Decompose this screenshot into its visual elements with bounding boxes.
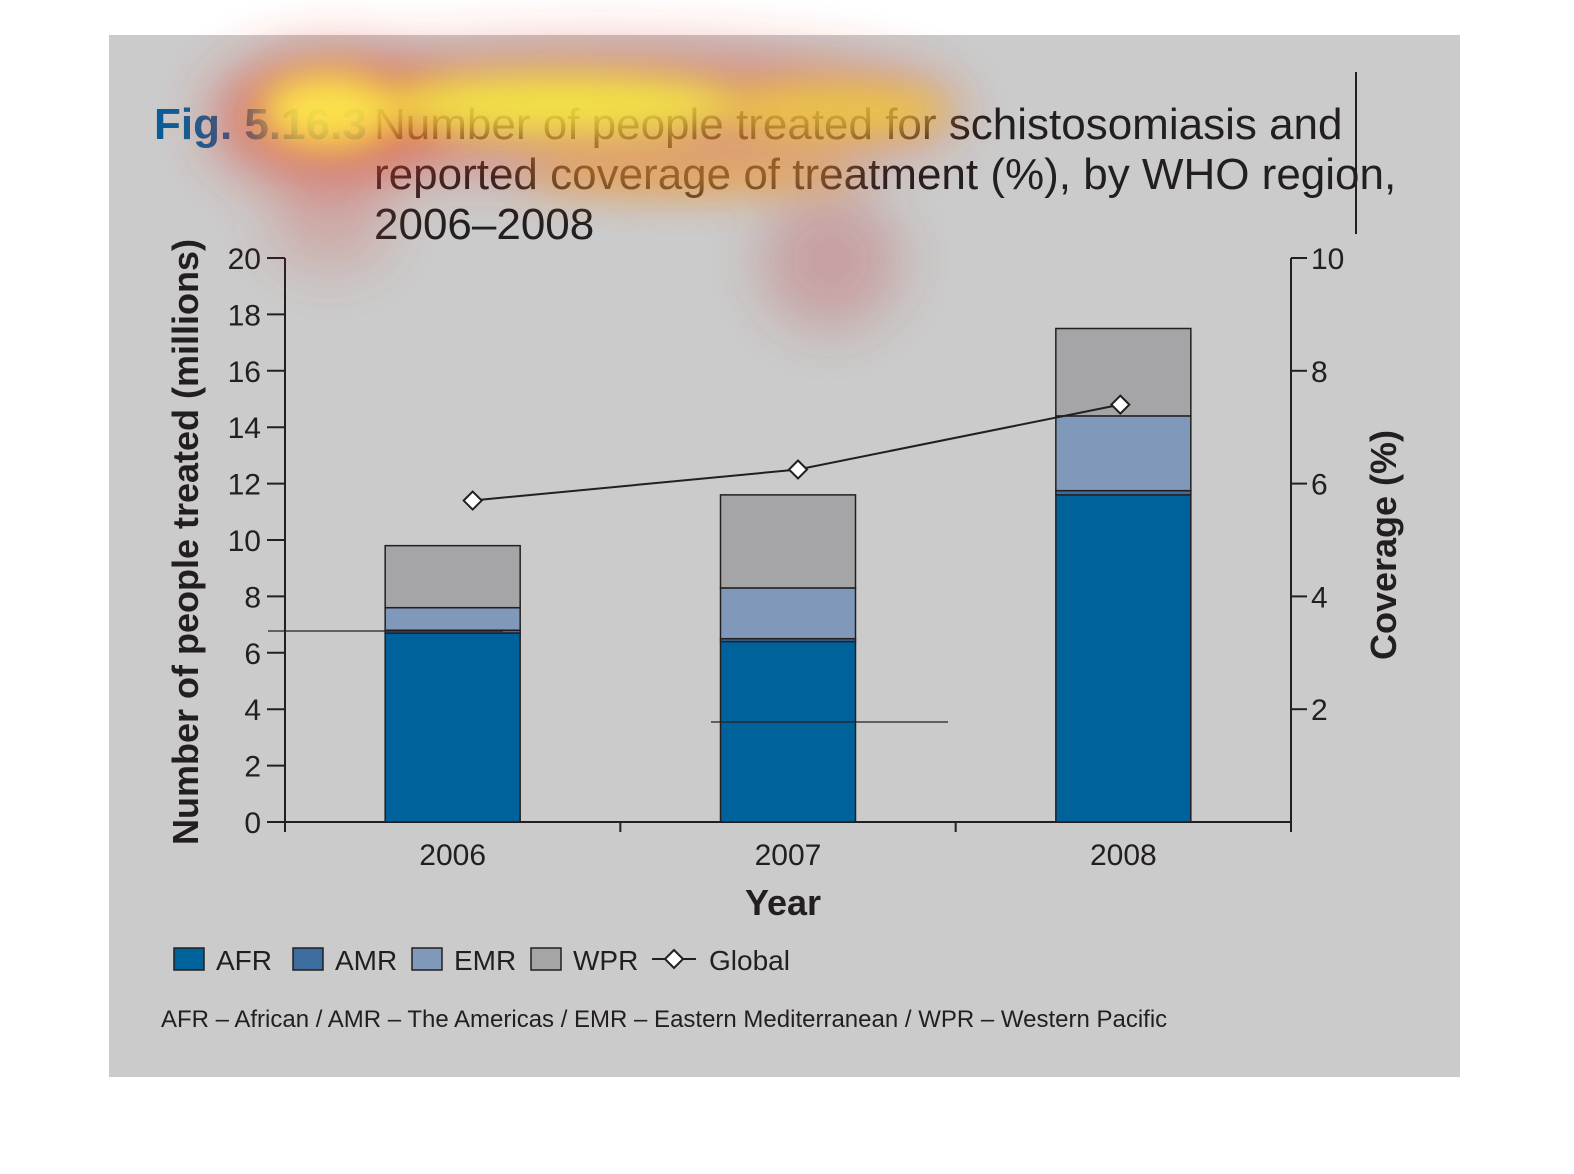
left-y-tick-label: 6	[244, 638, 261, 671]
global-point-2007	[787, 459, 809, 480]
bar-afr-2008	[1055, 494, 1192, 823]
legend-label-afr: AFR	[216, 945, 272, 976]
legend-swatch-afr	[173, 947, 205, 971]
region-footnote: AFR – African / AMR – The Americas / EMR…	[161, 1006, 1168, 1033]
y-axis-title: Number of people treated (millions)	[165, 239, 206, 845]
right-y-tick-label: 2	[1311, 694, 1328, 727]
left-y-tick-label: 12	[228, 469, 261, 502]
figure-title-line-3: 2006–2008	[374, 200, 595, 249]
y2-axis-title: Coverage (%)	[1363, 430, 1404, 660]
left-y-tick-label: 20	[228, 243, 261, 276]
x-tick-label-2006: 2006	[419, 839, 486, 872]
legend-swatch-amr	[292, 947, 324, 971]
right-y-tick-label: 8	[1311, 356, 1328, 389]
bar-wpr-2007	[719, 494, 857, 589]
legend-label-emr: EMR	[454, 945, 516, 976]
title-divider	[1355, 72, 1357, 234]
left-y-tick-label: 8	[244, 581, 261, 614]
left-y-tick-label: 4	[244, 694, 261, 727]
left-y-tick-label: 10	[228, 525, 261, 558]
bar-afr-2006	[384, 632, 521, 823]
x-tick-label-2008: 2008	[1090, 839, 1157, 872]
x-axis-title: Year	[745, 882, 821, 923]
legend-label-amr: AMR	[335, 945, 397, 976]
global-coverage-line	[472, 403, 1121, 502]
legend-marker-global	[663, 948, 685, 970]
bar-emr-2008	[1055, 415, 1192, 492]
bar-wpr-2006	[384, 544, 521, 609]
left-y-tick-label: 0	[244, 807, 261, 840]
bar-afr-2007	[719, 640, 857, 823]
left-y-tick-label: 16	[228, 356, 261, 389]
legend-swatch-emr	[411, 947, 443, 971]
global-point-2006	[462, 490, 484, 511]
legend-label-wpr: WPR	[573, 945, 638, 976]
x-tick-label-2007: 2007	[755, 839, 822, 872]
global-point-2008	[1109, 394, 1131, 416]
left-y-tick-label: 14	[228, 412, 261, 445]
left-y-tick-label: 18	[228, 299, 261, 332]
bar-emr-2007	[719, 587, 857, 640]
bar-emr-2006	[384, 606, 521, 631]
right-y-tick-label: 4	[1311, 581, 1328, 614]
legend-swatch-wpr	[530, 947, 562, 971]
right-y-tick-label: 10	[1311, 243, 1344, 276]
legend-label-global: Global	[709, 945, 790, 976]
right-y-tick-label: 6	[1311, 469, 1328, 502]
left-y-tick-label: 2	[244, 751, 261, 784]
